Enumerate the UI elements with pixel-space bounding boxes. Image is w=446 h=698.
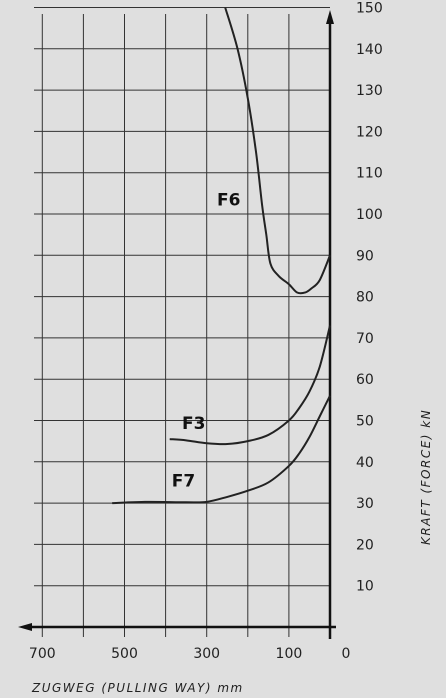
y-tick-label-30: 30 [356, 496, 374, 512]
series-curve-f7 [112, 395, 331, 505]
series-label-f3: F3 [182, 414, 205, 434]
y-tick-label-100: 100 [356, 207, 383, 223]
series-labels: F6 F3 F7 [172, 191, 241, 492]
y-tick-label-140: 140 [356, 42, 383, 58]
x-axis-arrow [18, 623, 32, 631]
series-curve-f3 [169, 325, 331, 446]
y-tick-label-110: 110 [356, 166, 383, 182]
y-tick-labels: 10 20 30 40 50 60 70 80 90 100 110 120 130 140 150 [356, 1, 383, 595]
y-tick-label-150: 150 [356, 1, 383, 17]
x-tick-label-0: 0 [342, 646, 351, 662]
series-curve-f6 [224, 7, 331, 295]
x-axis-title: ZUGWEG (PULLING WAY) mm [31, 681, 244, 695]
y-axis-arrow [326, 10, 334, 24]
x-tick-label-700: 700 [29, 646, 56, 662]
series-label-f6: F6 [217, 191, 240, 211]
x-tick-label-500: 500 [111, 646, 138, 662]
y-tick-label-80: 80 [356, 290, 374, 306]
x-tick-label-300: 300 [193, 646, 220, 662]
y-axis-title: KRAFT (FORCE) kN [419, 409, 433, 545]
y-tick-label-130: 130 [356, 83, 383, 99]
y-tick-label-10: 10 [356, 579, 374, 595]
y-tick-label-90: 90 [356, 248, 374, 264]
y-tick-label-120: 120 [356, 124, 383, 140]
series-curves [112, 7, 331, 505]
x-tick-labels: 0 100 300 500 700 [29, 646, 351, 662]
grid [34, 7, 330, 637]
series-label-f7: F7 [172, 472, 195, 492]
y-tick-label-50: 50 [356, 414, 374, 430]
x-tick-label-100: 100 [276, 646, 303, 662]
y-tick-label-70: 70 [356, 331, 374, 347]
y-tick-label-60: 60 [356, 372, 374, 388]
y-tick-label-20: 20 [356, 537, 374, 553]
y-tick-label-40: 40 [356, 455, 374, 471]
